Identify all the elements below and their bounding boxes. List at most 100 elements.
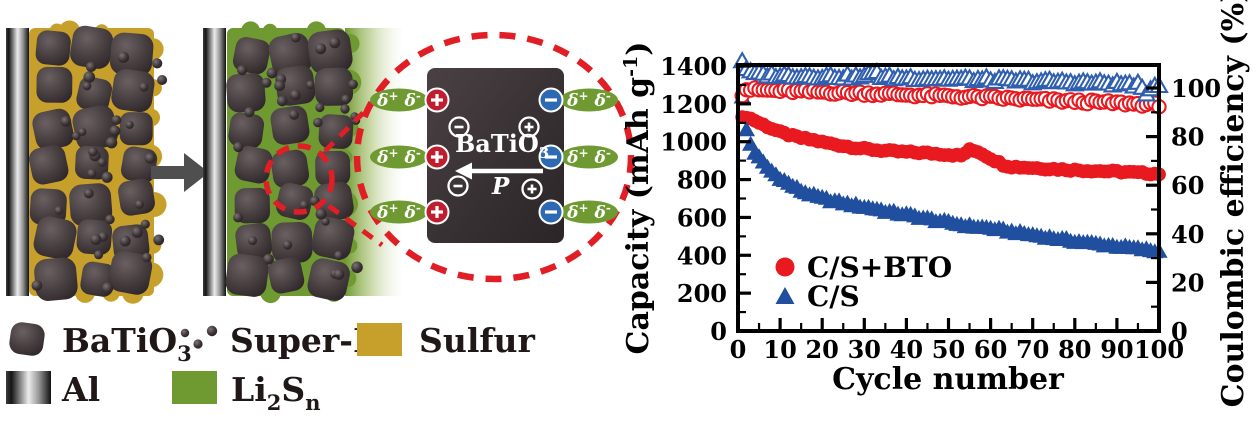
tick-label: 100: [1171, 74, 1221, 103]
tick-label: 0: [1171, 317, 1188, 346]
dipole-label: δ+ δ-: [376, 201, 421, 223]
superp-dot: [290, 32, 301, 43]
superp-dot: [97, 157, 107, 167]
batio3-particle: [69, 183, 113, 227]
interior-charge-icon: [521, 178, 543, 200]
tick-label: 600: [677, 203, 727, 232]
tick-label: 800: [677, 166, 727, 195]
superp-dot: [341, 94, 351, 104]
superp-dot: [71, 131, 81, 141]
superp-dot: [31, 280, 43, 291]
superp-dot: [157, 74, 168, 86]
li2sn-swatch: [172, 371, 217, 404]
superp-dot: [94, 250, 104, 260]
superp-dot: [109, 125, 121, 137]
polarization-label: P: [491, 173, 510, 200]
batio3-particle: [234, 145, 273, 184]
polysulfide-ellipse: [370, 145, 428, 169]
superp-dot: [276, 95, 288, 107]
superp-dot: [78, 127, 87, 137]
interior-charge-icon: [518, 116, 540, 138]
polysulfide-ellipse: [370, 88, 428, 112]
tick-label: 400: [677, 241, 727, 270]
batio3-particle: [271, 222, 313, 263]
tick-label: 100: [1134, 335, 1184, 364]
tick-label: 1200: [660, 90, 727, 119]
tick-label: 30: [848, 335, 881, 364]
superp-dot: [83, 71, 96, 83]
polysulfide-ellipse: [370, 200, 428, 224]
data-point: [737, 121, 756, 137]
superp-dot: [266, 67, 278, 79]
tick-label: 80: [1058, 335, 1091, 364]
x-axis-title: Cycle number: [832, 362, 1065, 397]
tick-label: 40: [1171, 220, 1204, 249]
superp-dot: [237, 65, 248, 76]
batio3-particle: [28, 145, 69, 185]
tick-label: 40: [890, 335, 923, 364]
particles-layer: [225, 21, 363, 304]
superp-dot: [313, 117, 323, 128]
interior-charge-icon: [448, 116, 470, 138]
sulfur-legend-label: Sulfur: [419, 321, 536, 360]
dipole-label: δ+ δ-: [376, 89, 421, 111]
particles-layer: [28, 20, 168, 304]
legend-label-cs: C/S: [807, 280, 860, 313]
chart-legend: C/S+BTO C/S: [775, 251, 952, 313]
zoom-leader-line: [327, 203, 384, 248]
batio3-particle: [267, 257, 305, 294]
interior-charge-icon: [447, 175, 469, 197]
batio3-particle: [118, 178, 155, 216]
al-current-collector: [203, 28, 226, 296]
superp-dot: [244, 107, 255, 118]
electrode-discharged: [203, 21, 402, 304]
left-axis-title: Capacity (mAh g-1): [620, 42, 656, 355]
superp-dot: [315, 43, 327, 55]
superp-dot: [274, 80, 286, 92]
superp-legend-label: Super-P: [230, 321, 378, 360]
batio3-particle: [225, 253, 269, 297]
superp-swatch-icon: [180, 328, 190, 338]
transform-arrow-icon: [151, 153, 209, 192]
chart-ticks-layer: 0 10 20 30 40 50 60 70 80 90 100020040060080010001…: [660, 52, 1221, 364]
tick-label: 10: [763, 335, 796, 364]
positive-surface-charges: [424, 87, 450, 225]
batio3-particle: [36, 66, 73, 103]
superp-dot: [85, 61, 97, 73]
zoom-source-circle: [263, 143, 335, 215]
superp-dot: [119, 235, 131, 247]
plot-frame: [736, 63, 1161, 333]
batio3-legend-label: BaTiO3: [62, 321, 192, 366]
dipole-label: δ+ δ-: [566, 201, 611, 223]
series-circle-open: [734, 80, 1167, 115]
superp-dot: [117, 51, 130, 63]
superp-dot: [290, 89, 301, 101]
matrix-blob: [262, 23, 278, 39]
superp-dot: [83, 188, 94, 199]
superp-dot: [111, 115, 122, 125]
tick-label: 70: [1016, 335, 1049, 364]
tick-label: 0: [730, 335, 747, 364]
superp-dot: [306, 80, 315, 90]
batio3-particle: [34, 257, 78, 301]
superp-dot: [299, 200, 309, 210]
superp-dot: [153, 234, 165, 246]
sulfur-swatch: [357, 323, 402, 356]
superp-dot: [334, 250, 344, 261]
right-axis-title: Coulombic efficiency (%): [1216, 0, 1251, 407]
materials-legend: BaTiO3 Super-P Sulfur Al Li2Sn: [6, 321, 536, 415]
superp-dot: [261, 77, 272, 88]
batio3-particle: [270, 105, 310, 145]
superp-dot: [90, 234, 102, 246]
legend-label-cs-bto: C/S+BTO: [807, 251, 952, 284]
batio3-particle: [109, 32, 154, 77]
batio3-particle: [108, 251, 153, 295]
al-legend-label: Al: [61, 370, 100, 409]
superp-dot: [88, 147, 98, 157]
dipole-label: δ+ δ-: [566, 89, 611, 111]
batio3-particle: [307, 258, 350, 301]
batio3-particle: [35, 30, 71, 66]
superp-dot: [333, 268, 345, 280]
legend-marker-triangle-icon: [775, 287, 795, 304]
negative-surface-charges: [538, 87, 564, 225]
